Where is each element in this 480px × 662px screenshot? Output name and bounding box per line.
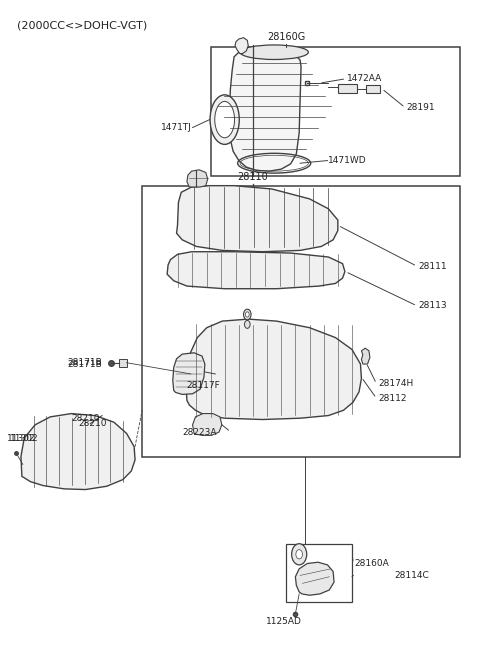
Text: 1472AA: 1472AA <box>347 74 383 83</box>
Text: 28110: 28110 <box>238 171 268 181</box>
Text: 28171B: 28171B <box>67 358 102 367</box>
Text: 28113: 28113 <box>418 301 446 310</box>
Bar <box>142 185 460 457</box>
Polygon shape <box>361 348 370 364</box>
Circle shape <box>245 312 249 317</box>
Text: 28174H: 28174H <box>378 379 413 389</box>
Polygon shape <box>187 170 208 187</box>
Text: 28111: 28111 <box>418 261 446 271</box>
Text: 28223A: 28223A <box>182 428 217 437</box>
Bar <box>119 359 127 367</box>
Bar <box>286 544 352 602</box>
Bar <box>211 47 460 175</box>
Text: 28171B: 28171B <box>67 359 102 369</box>
Circle shape <box>292 544 307 565</box>
Polygon shape <box>177 185 338 252</box>
Bar <box>338 84 357 93</box>
Text: 1471WD: 1471WD <box>328 156 367 165</box>
Circle shape <box>243 309 251 320</box>
Text: 1471TJ: 1471TJ <box>161 123 192 132</box>
Polygon shape <box>192 414 222 436</box>
Polygon shape <box>229 48 301 171</box>
Text: 28160G: 28160G <box>267 32 305 42</box>
Ellipse shape <box>215 101 235 138</box>
Text: 11302: 11302 <box>10 434 38 442</box>
Text: 11302: 11302 <box>6 434 35 442</box>
Text: (2000CC<>DOHC-VGT): (2000CC<>DOHC-VGT) <box>17 21 147 30</box>
Text: 28210: 28210 <box>72 414 100 424</box>
Text: 28114C: 28114C <box>395 571 429 580</box>
Polygon shape <box>235 38 248 54</box>
Circle shape <box>244 320 250 328</box>
Polygon shape <box>186 319 361 420</box>
Polygon shape <box>167 252 345 289</box>
Circle shape <box>296 549 302 559</box>
Text: 28160A: 28160A <box>354 559 389 568</box>
Ellipse shape <box>210 95 240 144</box>
Polygon shape <box>173 353 205 395</box>
Text: 28117F: 28117F <box>186 381 220 390</box>
Text: 28191: 28191 <box>406 103 435 113</box>
Text: 28210: 28210 <box>78 419 107 428</box>
Ellipse shape <box>240 45 308 60</box>
Text: 28112: 28112 <box>378 394 407 403</box>
Bar <box>366 85 380 93</box>
Polygon shape <box>21 414 135 489</box>
Polygon shape <box>295 562 334 595</box>
Text: 1125AD: 1125AD <box>265 617 301 626</box>
